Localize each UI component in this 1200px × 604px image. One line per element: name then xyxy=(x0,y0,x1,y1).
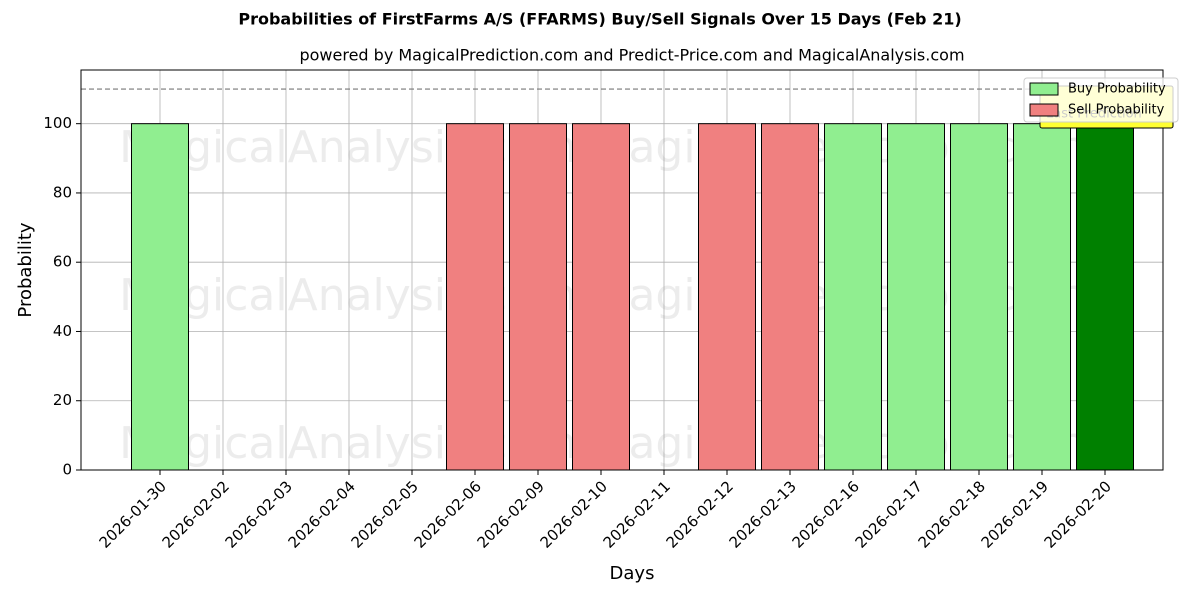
legend-label: Buy Probability xyxy=(1068,82,1166,97)
y-tick-label: 60 xyxy=(53,253,72,271)
y-tick-label: 80 xyxy=(53,183,72,201)
chart-title: Probabilities of FirstFarms A/S (FFARMS)… xyxy=(238,10,961,29)
x-axis-label: Days xyxy=(610,563,655,584)
y-tick-label: 20 xyxy=(53,391,72,409)
bar xyxy=(1076,123,1134,471)
y-tick-label: 100 xyxy=(43,114,72,132)
bar xyxy=(572,123,630,471)
plot-frame xyxy=(80,69,1164,471)
y-tick-label: 0 xyxy=(62,461,72,479)
bar xyxy=(698,123,756,471)
legend-swatch xyxy=(1029,103,1059,117)
bar xyxy=(446,123,504,471)
bar xyxy=(887,123,945,471)
bar xyxy=(761,123,819,471)
legend-label: Sell Probability xyxy=(1068,103,1165,118)
bar xyxy=(950,123,1008,471)
bar xyxy=(824,123,882,471)
bar xyxy=(131,123,189,471)
x-tick-label: 2026-02-20 xyxy=(1041,477,1115,551)
y-axis-label: Probability xyxy=(15,222,36,317)
bar xyxy=(1013,123,1071,471)
bar xyxy=(509,123,567,471)
chart-subtitle: powered by MagicalPrediction.com and Pre… xyxy=(299,46,964,65)
legend-box xyxy=(1023,77,1179,123)
legend-swatch xyxy=(1029,82,1059,96)
y-tick-label: 40 xyxy=(53,322,72,340)
